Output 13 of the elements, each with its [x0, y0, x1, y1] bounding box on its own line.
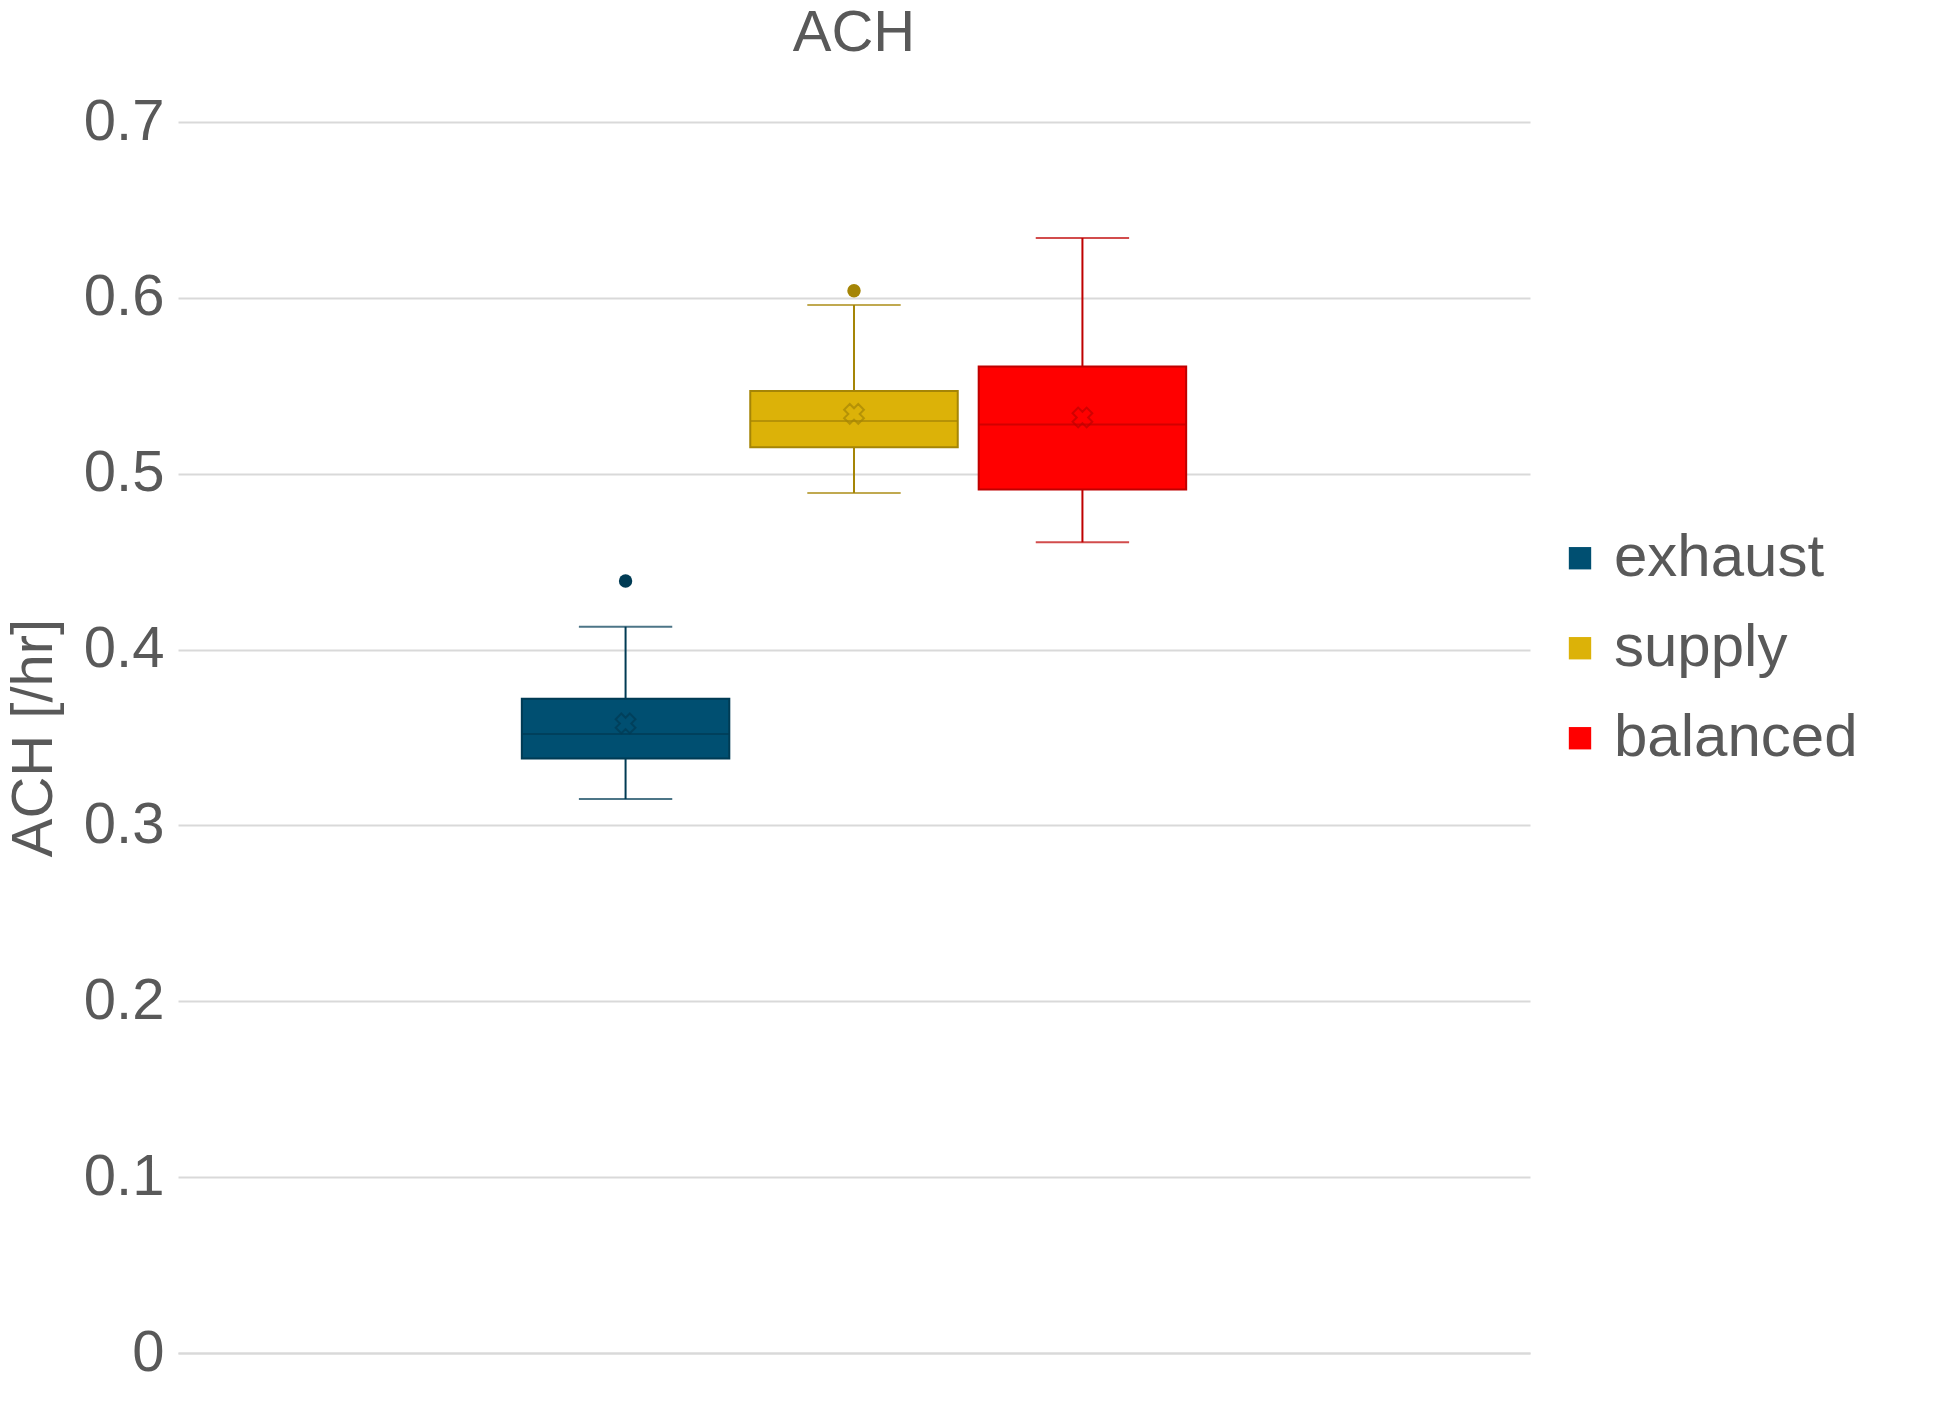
- legend-label: supply: [1614, 612, 1788, 680]
- y-tick-label: 0.7: [83, 86, 165, 152]
- chart-title: ACH: [792, 0, 916, 63]
- y-tick-label: 0.5: [83, 438, 165, 504]
- y-axis-title: ACH [/hr]: [0, 618, 64, 858]
- y-tick-label: 0.4: [83, 614, 165, 680]
- legend-label: exhaust: [1614, 522, 1825, 590]
- y-tick-label: 0.3: [83, 789, 165, 855]
- y-tick-label: 0.2: [83, 965, 165, 1031]
- y-tick-label: 0: [132, 1317, 165, 1383]
- y-tick-label: 0.6: [83, 262, 165, 328]
- legend-label: balanced: [1614, 702, 1858, 770]
- y-tick-label: 0.1: [83, 1141, 165, 1207]
